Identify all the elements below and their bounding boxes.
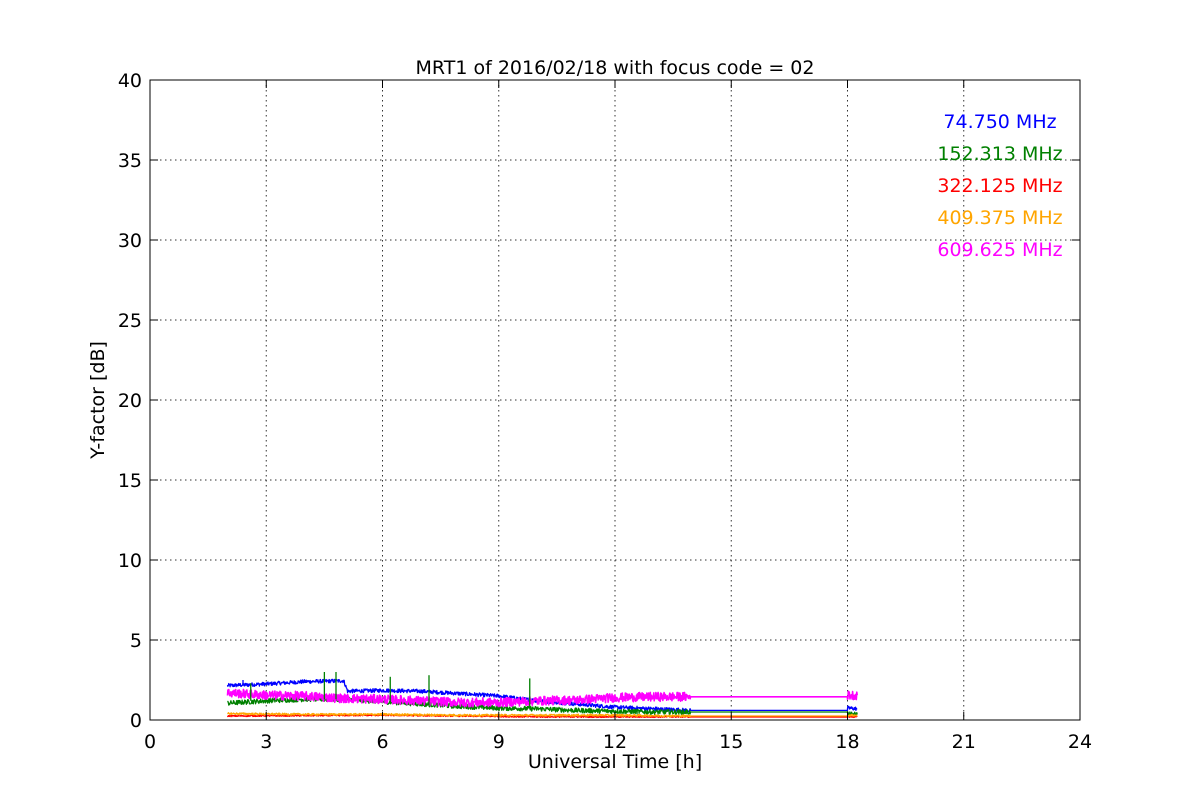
series-line <box>226 688 858 708</box>
x-tick-label: 21 <box>952 731 976 753</box>
legend-entry: 152.313 MHz <box>937 143 1062 165</box>
axis-ticks: 0 3 6 9 12 15 18 21 24 0 5 10 15 20 25 30 35 40 <box>118 70 1092 753</box>
x-tick-label: 18 <box>835 731 859 753</box>
x-tick-label: 3 <box>260 731 272 753</box>
y-tick-label: 10 <box>118 550 142 572</box>
y-tick-label: 25 <box>118 310 142 332</box>
legend-entry: 409.375 MHz <box>937 207 1062 229</box>
y-tick-label: 40 <box>118 70 142 92</box>
y-tick-label: 35 <box>118 150 142 172</box>
legend: 74.750 MHz 152.313 MHz 322.125 MHz 409.375 … <box>937 111 1062 261</box>
x-axis-label: Universal Time [h] <box>528 751 702 773</box>
y-tick-label: 5 <box>130 630 142 652</box>
chart-title: MRT1 of 2016/02/18 with focus code = 02 <box>416 57 815 79</box>
grid <box>150 80 1080 720</box>
x-tick-label: 9 <box>493 731 505 753</box>
x-tick-label: 6 <box>376 731 388 753</box>
series-line <box>227 712 858 718</box>
series-line <box>226 678 858 713</box>
x-tick-label: 24 <box>1068 731 1092 753</box>
y-tick-label: 20 <box>118 390 142 412</box>
legend-entry: 609.625 MHz <box>937 239 1062 261</box>
x-tick-label: 15 <box>719 731 743 753</box>
x-tick-label: 12 <box>603 731 627 753</box>
y-tick-label: 30 <box>118 230 142 252</box>
series-group <box>226 672 858 719</box>
y-tick-label: 0 <box>130 710 142 732</box>
x-tick-label: 0 <box>144 731 156 753</box>
y-axis-label: Y-factor [dB] <box>87 341 109 460</box>
legend-entry: 322.125 MHz <box>937 175 1062 197</box>
legend-entry: 74.750 MHz <box>943 111 1056 133</box>
y-tick-label: 15 <box>118 470 142 492</box>
